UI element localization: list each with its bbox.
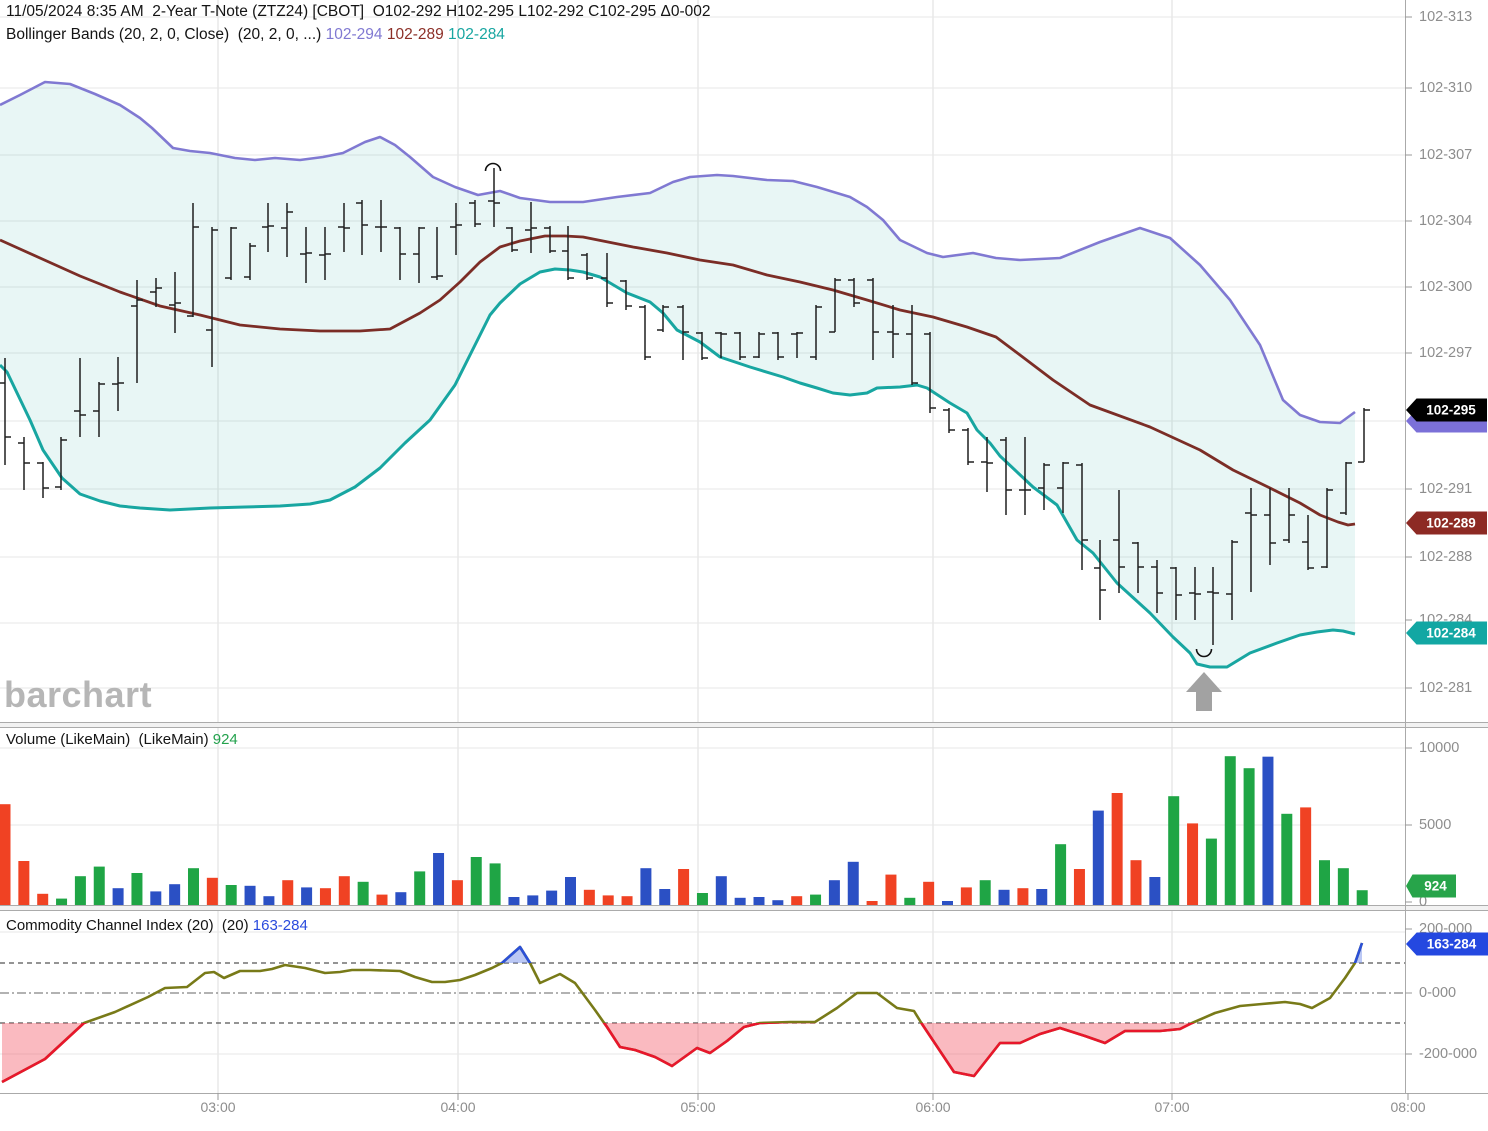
price-axis-label: 102-310 (1419, 80, 1473, 96)
volume-value-badge: 924 (1406, 874, 1456, 898)
time-axis-label: 04:00 (440, 1099, 476, 1115)
bollinger-upper-value: 102-294 (325, 26, 383, 43)
time-axis-label: 07:00 (1154, 1099, 1190, 1115)
time-axis-label: 06:00 (915, 1099, 951, 1115)
volume-axis-label: 0 (1419, 894, 1428, 910)
cci-axis-label: 0-000 (1419, 985, 1457, 1001)
barchart-logo-watermark: barchart (4, 674, 153, 715)
cci-label-text: Commodity Channel Index (20) (20) (6, 917, 253, 934)
volume-label-text: Volume (LikeMain) (LikeMain) (6, 731, 213, 748)
cci-value-badge: 163-284 (1406, 932, 1488, 956)
up-arrow-annotation (1186, 672, 1222, 711)
volume-axis-label: 5000 (1419, 817, 1452, 833)
bollinger-lower-value: 102-284 (448, 26, 505, 43)
time-axis-label: 05:00 (680, 1099, 716, 1115)
bollinger-label-text: Bollinger Bands (20, 2, 0, Close) (20, 2… (6, 26, 326, 43)
arc-marker (1195, 648, 1213, 658)
chart-title-bar: 11/05/2024 8:35 AM 2-Year T-Note (ZTZ24)… (6, 3, 711, 20)
bb-lower-band-badge: 102-284 (1406, 621, 1487, 645)
bollinger-middle-value: 102-289 (386, 26, 444, 43)
price-axis-label: 102-304 (1419, 213, 1473, 229)
price-axis-label: 102-297 (1419, 345, 1473, 361)
price-axis-label: 102-300 (1419, 279, 1473, 295)
volume-indicator-label[interactable]: Volume (LikeMain) (LikeMain) 924 (6, 731, 238, 748)
cci-indicator-label[interactable]: Commodity Channel Index (20) (20) 163-28… (6, 917, 308, 934)
time-axis-label: 08:00 (1390, 1099, 1426, 1115)
price-axis-label: 102-313 (1419, 9, 1473, 25)
time-axis-label: 03:00 (200, 1099, 236, 1115)
price-axis-label: 102-281 (1419, 680, 1473, 696)
last-price-badge: 102-295 (1406, 398, 1487, 422)
price-axis-label: 102-291 (1419, 481, 1473, 497)
ohlc-bars (0, 168, 1370, 645)
cci-axis-label: -200-000 (1419, 1046, 1478, 1062)
price-axis-label: 102-288 (1419, 549, 1473, 565)
volume-current-value: 924 (212, 731, 238, 748)
volume-axis-label: 10000 (1419, 740, 1460, 756)
arc-marker (484, 162, 502, 172)
price-axis-label: 102-307 (1419, 147, 1473, 163)
bb-middle-band-badge: 102-289 (1406, 511, 1487, 535)
cci-current-value: 163-284 (252, 917, 308, 934)
bollinger-indicator-label[interactable]: Bollinger Bands (20, 2, 0, Close) (20, 2… (6, 26, 505, 44)
